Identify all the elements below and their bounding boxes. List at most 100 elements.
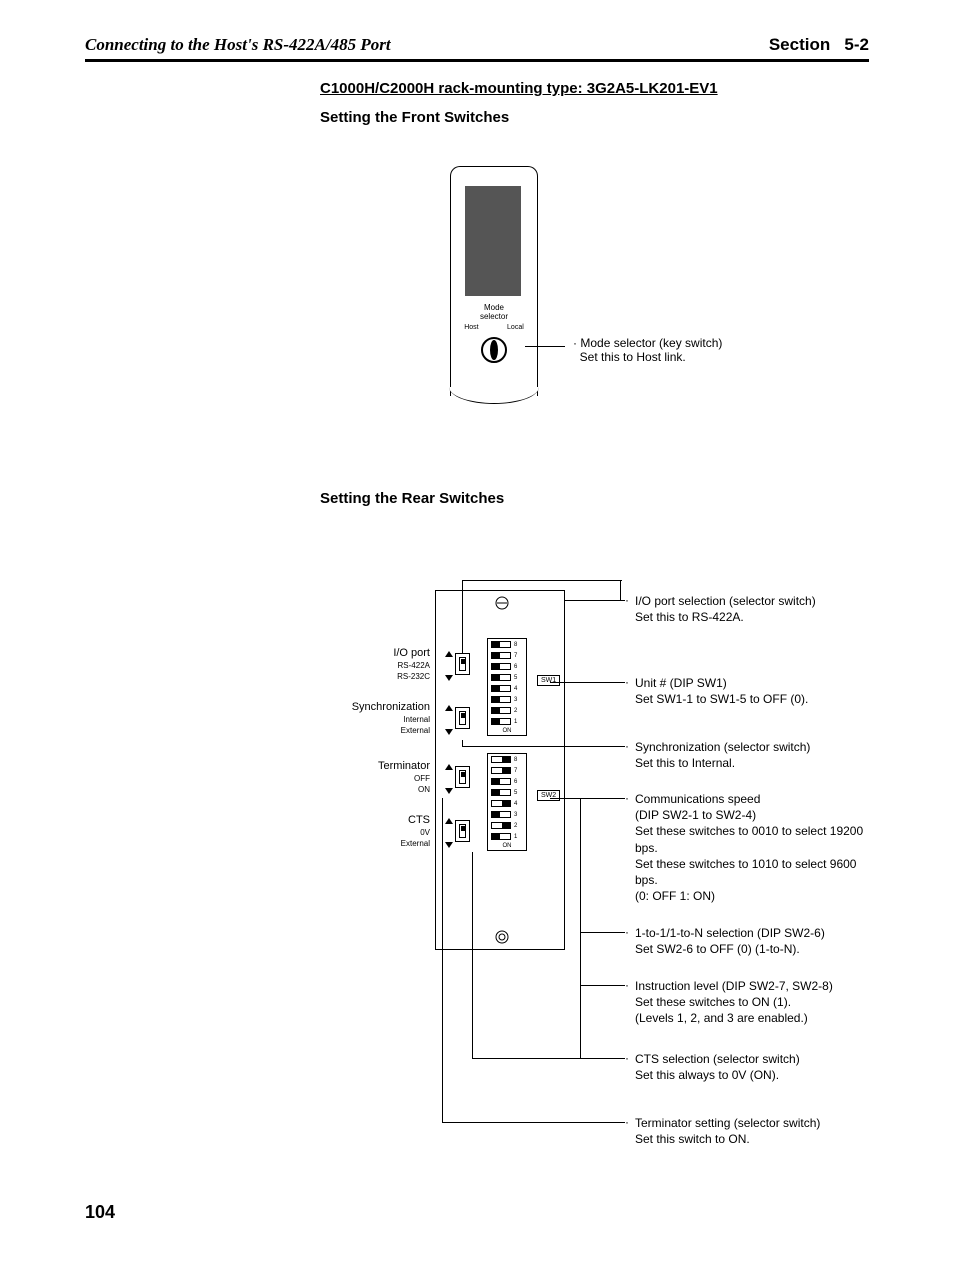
bullet-icon: · bbox=[625, 1051, 629, 1065]
dip-row: 4 bbox=[488, 798, 526, 809]
dip-row: 3 bbox=[488, 809, 526, 820]
keyswitch-icon bbox=[480, 336, 508, 364]
callout-sync: Synchronization (selector switch) Set th… bbox=[635, 739, 810, 771]
ioport-selector bbox=[455, 653, 470, 675]
dip-slot bbox=[491, 652, 511, 659]
callout-line bbox=[580, 985, 625, 986]
callout-line bbox=[462, 746, 580, 747]
dip-num: 7 bbox=[514, 768, 517, 774]
dip-num: 8 bbox=[514, 757, 517, 763]
rear-title-holder: Setting the Rear Switches bbox=[320, 490, 504, 507]
cts-selector bbox=[455, 820, 470, 842]
dip-num: 5 bbox=[514, 790, 517, 796]
dip-slot bbox=[491, 707, 511, 714]
dip-row: 6 bbox=[488, 776, 526, 787]
sw2-tag: SW2 bbox=[537, 790, 560, 801]
dip-row: 7 bbox=[488, 765, 526, 776]
dip-slot bbox=[491, 800, 511, 807]
callout-line bbox=[442, 1122, 625, 1123]
callout-ioport: I/O port selection (selector switch) Set… bbox=[635, 593, 816, 625]
dip-num: 3 bbox=[514, 812, 517, 818]
dip-row: 1 bbox=[488, 831, 526, 842]
callout-line bbox=[462, 580, 622, 581]
label-terminator: Terminator OFF ON bbox=[320, 760, 430, 796]
bullet-icon: · bbox=[625, 593, 629, 607]
rear-switches-title: Setting the Rear Switches bbox=[320, 490, 504, 507]
callout-line bbox=[580, 746, 625, 747]
dip-row: 2 bbox=[488, 705, 526, 716]
section-label: Section 5-2 bbox=[769, 35, 869, 55]
bullet-icon: · bbox=[625, 1115, 629, 1129]
terminator-selector bbox=[455, 766, 470, 788]
bullet-icon: · bbox=[625, 978, 629, 992]
dip-num: 4 bbox=[514, 801, 517, 807]
bullet-icon: · bbox=[625, 925, 629, 939]
dip-on-label: ON bbox=[488, 842, 526, 850]
dip-num: 1 bbox=[514, 834, 517, 840]
dip-row: 8 bbox=[488, 754, 526, 765]
dip-row: 5 bbox=[488, 672, 526, 683]
dip-num: 4 bbox=[514, 686, 517, 692]
dip-row: 5 bbox=[488, 787, 526, 798]
callout-unit: Unit # (DIP SW1) Set SW1-1 to SW1-5 to O… bbox=[635, 675, 808, 707]
front-switch-diagram: Mode selector Host Local · Mode selector… bbox=[450, 166, 950, 426]
dip-on-label: ON bbox=[488, 727, 526, 735]
callout-line bbox=[472, 852, 473, 1058]
dip-row: 3 bbox=[488, 694, 526, 705]
callout-line bbox=[462, 620, 463, 621]
mode-selector-callout: · Mode selector (key switch) Set this to… bbox=[525, 336, 722, 364]
dip-slot bbox=[491, 696, 511, 703]
callout-line bbox=[580, 798, 581, 1058]
dip-num: 2 bbox=[514, 823, 517, 829]
header-title: Connecting to the Host's RS-422A/485 Por… bbox=[85, 35, 391, 55]
dip-slot bbox=[491, 811, 511, 818]
page-number: 104 bbox=[85, 1202, 115, 1223]
bullet-icon: · bbox=[625, 791, 629, 805]
dip-slot bbox=[491, 718, 511, 725]
dip-slot bbox=[491, 822, 511, 829]
label-sync: Synchronization Internal External bbox=[320, 701, 430, 737]
rear-switch-diagram: I/O port RS-422A RS-232C Synchronization… bbox=[320, 520, 880, 1080]
arrow-icon bbox=[447, 705, 451, 735]
dip-num: 6 bbox=[514, 779, 517, 785]
dip-row: 1 bbox=[488, 716, 526, 727]
dip-row: 7 bbox=[488, 650, 526, 661]
callout-comm-speed: Communications speed(DIP SW2-1 to SW2-4)… bbox=[635, 791, 865, 904]
dip-num: 2 bbox=[514, 708, 517, 714]
callout-instruction-level: Instruction level (DIP SW2-7, SW2-8) Set… bbox=[635, 978, 833, 1027]
dip-row: 2 bbox=[488, 820, 526, 831]
bullet-icon: · bbox=[625, 739, 629, 753]
dip-num: 1 bbox=[514, 719, 517, 725]
callout-line bbox=[550, 682, 625, 683]
device-title: C1000H/C2000H rack-mounting type: 3G2A5-… bbox=[320, 80, 869, 97]
label-cts: CTS 0V External bbox=[320, 814, 430, 850]
bullet-icon: · bbox=[625, 675, 629, 689]
label-ioport: I/O port RS-422A RS-232C bbox=[320, 647, 430, 683]
callout-line bbox=[462, 620, 463, 653]
dip-slot bbox=[491, 789, 511, 796]
sync-selector bbox=[455, 707, 470, 729]
dip-slot bbox=[491, 778, 511, 785]
arrow-icon bbox=[447, 651, 451, 681]
callout-line bbox=[525, 346, 565, 347]
mode-host-local-labels: Host Local bbox=[450, 324, 538, 331]
mode-selector-label: Mode selector bbox=[450, 304, 538, 322]
dip-row: 6 bbox=[488, 661, 526, 672]
arrow-icon bbox=[447, 764, 451, 794]
callout-line bbox=[472, 1058, 625, 1059]
screw-icon bbox=[495, 596, 509, 610]
callout-line bbox=[462, 580, 463, 620]
front-display-area bbox=[465, 186, 521, 296]
callout-line bbox=[550, 798, 625, 799]
dip-slot bbox=[491, 674, 511, 681]
dip-num: 5 bbox=[514, 675, 517, 681]
callout-line bbox=[565, 600, 625, 601]
dip-slot bbox=[491, 641, 511, 648]
dip-slot bbox=[491, 756, 511, 763]
dip-num: 3 bbox=[514, 697, 517, 703]
callout-cts: CTS selection (selector switch) Set this… bbox=[635, 1051, 800, 1083]
page-header: Connecting to the Host's RS-422A/485 Por… bbox=[85, 35, 869, 62]
callout-terminator: Terminator setting (selector switch) Set… bbox=[635, 1115, 820, 1147]
dip-num: 8 bbox=[514, 642, 517, 648]
sw1-tag: SW1 bbox=[537, 675, 560, 686]
